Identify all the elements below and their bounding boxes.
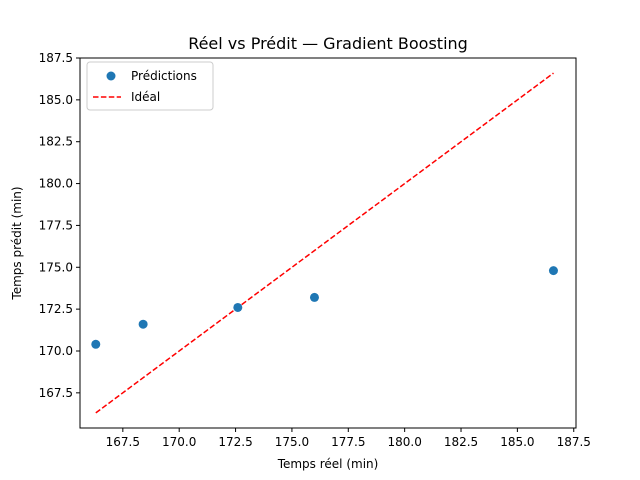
x-axis-label: Temps réel (min) xyxy=(277,457,379,471)
y-tick-label: 187.5 xyxy=(39,51,73,65)
plot-area: 167.5 170.0 172.5 175.0 177.5 180.0 182.5 185.0… xyxy=(39,51,591,449)
chart-title: Réel vs Prédit — Gradient Boosting xyxy=(188,34,468,53)
legend-box xyxy=(86,61,214,111)
x-tick-label: 182.5 xyxy=(444,435,478,449)
scatter-point-4 xyxy=(309,292,319,302)
y-tick-label: 182.5 xyxy=(39,135,73,149)
y-tick-label: 177.5 xyxy=(39,218,73,232)
scatter-point-1 xyxy=(91,339,101,349)
x-tick-label: 170.0 xyxy=(162,435,196,449)
legend: Prédictions Idéal xyxy=(86,61,214,111)
y-tick-label: 172.5 xyxy=(39,302,73,316)
legend-label-ideal: Idéal xyxy=(131,90,160,104)
y-tick-label: 180.0 xyxy=(39,177,73,191)
scatter-point-2 xyxy=(138,319,148,329)
x-tick-label: 187.5 xyxy=(557,435,591,449)
y-axis-label: Temps prédit (min) xyxy=(10,186,24,300)
x-tick-label: 177.5 xyxy=(331,435,365,449)
x-tick-label: 180.0 xyxy=(387,435,421,449)
legend-scatter-marker xyxy=(106,71,116,81)
y-tick-label: 167.5 xyxy=(39,386,73,400)
ideal-line xyxy=(95,72,554,414)
y-tick-label: 185.0 xyxy=(39,93,73,107)
y-tick-label: 170.0 xyxy=(39,344,73,358)
x-tick-label: 167.5 xyxy=(106,435,140,449)
scatter-point-3 xyxy=(233,302,243,312)
legend-label-predictions: Prédictions xyxy=(131,69,197,83)
scatter-point-5 xyxy=(548,266,558,276)
x-tick-label: 185.0 xyxy=(500,435,534,449)
x-tick-label: 172.5 xyxy=(218,435,252,449)
x-tick-label: 175.0 xyxy=(275,435,309,449)
axes-frame xyxy=(79,57,577,429)
y-tick-label: 175.0 xyxy=(39,260,73,274)
